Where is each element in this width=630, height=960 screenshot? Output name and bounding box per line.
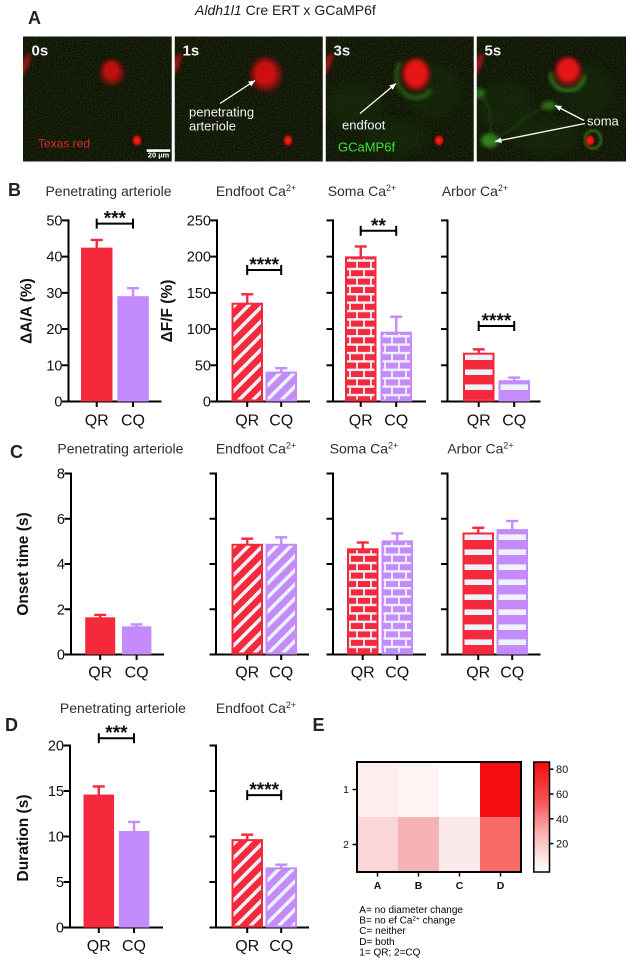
svg-text:60: 60 <box>556 789 568 801</box>
svg-text:CQ: CQ <box>122 938 146 955</box>
svg-text:B= no ef Ca2+ change: B= no ef Ca2+ change <box>359 916 456 927</box>
svg-text:0: 0 <box>57 648 65 664</box>
svg-text:QR: QR <box>467 413 491 430</box>
svg-text:20: 20 <box>46 322 62 338</box>
svg-text:QR: QR <box>349 413 373 430</box>
svg-text:20: 20 <box>48 739 64 755</box>
svg-text:endfoot: endfoot <box>342 118 386 133</box>
svg-text:D: D <box>5 715 18 735</box>
svg-text:2: 2 <box>343 839 349 851</box>
svg-text:6: 6 <box>57 512 65 528</box>
svg-text:Endfoot Ca2+: Endfoot Ca2+ <box>216 183 296 199</box>
svg-text:Soma Ca2+: Soma Ca2+ <box>330 441 399 457</box>
svg-text:1: 1 <box>343 784 349 796</box>
svg-text:Arbor Ca2+: Arbor Ca2+ <box>447 441 513 457</box>
svg-text:B: B <box>415 880 423 892</box>
svg-text:8: 8 <box>57 467 65 483</box>
svg-text:80: 80 <box>556 764 568 776</box>
svg-text:Texas red: Texas red <box>38 137 90 151</box>
svg-text:200: 200 <box>187 250 211 266</box>
svg-text:50: 50 <box>195 358 211 374</box>
svg-text:QR: QR <box>88 665 112 682</box>
svg-text:QR: QR <box>85 413 109 430</box>
svg-text:***: *** <box>104 209 127 230</box>
svg-text:30: 30 <box>46 286 62 302</box>
svg-text:D: D <box>497 880 505 892</box>
svg-text:CQ: CQ <box>269 413 293 430</box>
svg-text:Endfoot Ca2+: Endfoot Ca2+ <box>216 700 296 716</box>
svg-text:5: 5 <box>56 875 64 891</box>
svg-text:40: 40 <box>46 250 62 266</box>
svg-text:QR: QR <box>235 413 259 430</box>
svg-text:5s: 5s <box>485 43 502 60</box>
svg-text:250: 250 <box>187 213 211 229</box>
svg-text:100: 100 <box>187 322 211 338</box>
svg-text:10: 10 <box>48 830 64 846</box>
svg-text:****: **** <box>249 255 279 276</box>
svg-text:QR: QR <box>235 665 259 682</box>
svg-text:C: C <box>456 880 464 892</box>
svg-text:CQ: CQ <box>384 413 408 430</box>
svg-text:2: 2 <box>57 602 65 618</box>
svg-text:Soma Ca2+: Soma Ca2+ <box>328 183 397 199</box>
svg-text:150: 150 <box>187 286 211 302</box>
svg-text:15: 15 <box>48 784 64 800</box>
svg-text:CQ: CQ <box>125 665 149 682</box>
svg-text:**: ** <box>371 216 386 237</box>
svg-text:ΔA/A (%): ΔA/A (%) <box>19 278 36 344</box>
svg-text:C= neither: C= neither <box>359 926 406 937</box>
svg-text:A: A <box>28 8 41 28</box>
svg-text:10: 10 <box>46 358 62 374</box>
svg-text:penetrating: penetrating <box>189 105 254 120</box>
svg-text:QR: QR <box>466 665 490 682</box>
svg-text:4: 4 <box>57 557 65 573</box>
svg-text:***: *** <box>105 723 128 744</box>
svg-text:50: 50 <box>46 213 62 229</box>
svg-text:20 µm: 20 µm <box>148 151 170 160</box>
svg-text:20: 20 <box>556 839 568 851</box>
svg-text:QR: QR <box>87 938 111 955</box>
svg-text:0s: 0s <box>32 43 49 60</box>
svg-text:soma: soma <box>587 114 620 129</box>
svg-text:ΔF/F (%): ΔF/F (%) <box>159 280 176 343</box>
svg-text:1s: 1s <box>183 43 200 60</box>
svg-text:CQ: CQ <box>269 938 293 955</box>
svg-text:0: 0 <box>56 921 64 937</box>
svg-text:40: 40 <box>556 814 568 826</box>
svg-text:****: **** <box>249 780 279 801</box>
svg-text:Arbor Ca2+: Arbor Ca2+ <box>442 183 508 199</box>
svg-text:E: E <box>313 715 325 735</box>
svg-text:CQ: CQ <box>269 665 293 682</box>
svg-text:QR: QR <box>351 665 375 682</box>
svg-text:D= both: D= both <box>359 937 394 948</box>
svg-text:Endfoot Ca2+: Endfoot Ca2+ <box>216 441 296 457</box>
svg-text:0: 0 <box>54 395 62 411</box>
svg-text:A= no diameter change: A= no diameter change <box>359 905 463 916</box>
svg-text:0: 0 <box>203 395 211 411</box>
svg-text:CQ: CQ <box>502 413 526 430</box>
svg-text:GCaMP6f: GCaMP6f <box>338 140 395 155</box>
svg-text:B: B <box>8 180 21 200</box>
svg-text:CQ: CQ <box>121 413 145 430</box>
svg-text:C: C <box>10 442 23 462</box>
svg-text:Duration (s): Duration (s) <box>15 795 32 882</box>
svg-text:Onset time (s): Onset time (s) <box>15 512 32 615</box>
svg-text:****: **** <box>482 311 512 332</box>
svg-text:CQ: CQ <box>500 665 524 682</box>
svg-text:Penetrating arteriole: Penetrating arteriole <box>60 700 186 716</box>
svg-text:1= QR; 2=CQ: 1= QR; 2=CQ <box>359 947 420 958</box>
svg-text:arteriole: arteriole <box>189 119 236 134</box>
svg-text:Penetrating arteriole: Penetrating arteriole <box>45 183 171 199</box>
svg-text:3s: 3s <box>334 43 351 60</box>
svg-text:QR: QR <box>235 938 259 955</box>
svg-text:Aldh1l1 Cre ERT x GCaMP6f: Aldh1l1 Cre ERT x GCaMP6f <box>194 2 376 18</box>
svg-text:CQ: CQ <box>385 665 409 682</box>
svg-text:A: A <box>374 880 382 892</box>
svg-text:Penetrating arteriole: Penetrating arteriole <box>57 441 183 457</box>
